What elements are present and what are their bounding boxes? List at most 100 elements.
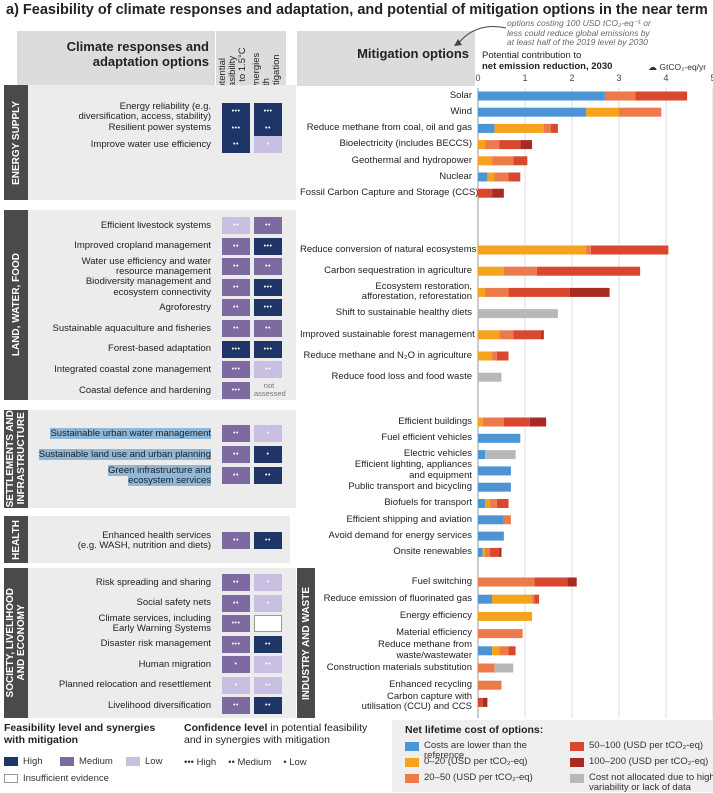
bar-segment-c20_50 <box>485 140 500 150</box>
bar-segment-c50_100 <box>534 577 568 587</box>
conf-medium: •• Medium <box>228 757 271 768</box>
synergy-cell: •• <box>254 361 282 379</box>
adaptation-label-text: diversification, access, stability) <box>78 111 211 122</box>
bar-segment-c0_20 <box>482 547 486 557</box>
adaptation-label-line: Disaster risk management <box>28 639 211 650</box>
feasibility-cell: •• <box>222 425 250 442</box>
adaptation-label-line: Enhanced health services <box>28 530 211 542</box>
cost-swatch-na <box>570 774 584 783</box>
mitigation-option-label: Reduce emission of fluorinated gas <box>300 593 472 605</box>
mitigation-option-label: Efficient lighting, appliances and equipm… <box>300 460 472 481</box>
adaptation-label-line: Social safety nets <box>28 598 211 609</box>
adaptation-label: Energy reliability (e.g. diversification,… <box>28 101 211 123</box>
adaptation-label-line: ecosystem services <box>28 475 211 487</box>
feasibility-cell: •• <box>222 320 250 337</box>
mitigation-option-label: Energy efficiency <box>300 611 472 622</box>
annotation-line1: options costing 100 USD tCO₂-eq⁻¹ or <box>507 18 651 28</box>
synergy-cell: •• <box>254 119 282 137</box>
cost-label-line: 20–50 (USD per tCO₂-eq) <box>424 772 533 783</box>
cost-label-line: 0–20 (USD per tCO₂-eq) <box>424 756 528 767</box>
adaptation-label: Forest-based adaptation <box>28 344 211 355</box>
adaptation-label-text: Social safety nets <box>136 597 211 609</box>
insufficient-swatch <box>4 774 18 783</box>
confidence-title-rest: in potential feasibility <box>267 722 368 734</box>
feasibility-cell: •• <box>222 697 250 714</box>
synergy-cell: • <box>254 574 282 591</box>
adaptation-label: Enhanced health services (e.g. WASH, nutr… <box>28 530 211 552</box>
bar-segment-na <box>494 663 514 673</box>
mitigation-label-line: Reduce methane from coal, oil and gas <box>306 122 472 134</box>
adaptation-label-text: Risk spreading and sharing <box>95 576 211 588</box>
mitigation-label-line: Solar <box>449 89 472 101</box>
bar-segment-c0_20 <box>487 172 495 182</box>
bar-segment-lower <box>478 531 504 541</box>
adaptation-label-text: Efficient livestock systems <box>100 219 211 231</box>
adaptation-label-text: resource management <box>115 266 211 278</box>
bar-segment-c100_200 <box>529 417 547 427</box>
cost-swatch-c20_50 <box>405 774 419 783</box>
mitigation-header <box>297 31 475 86</box>
bar-segment-c100_200 <box>492 188 504 198</box>
adaptation-label-text: Green infrastructure and <box>108 464 211 476</box>
adaptation-label-text: ecosystem connectivity <box>113 286 211 298</box>
mitigation-label-line: Fossil Carbon Capture and Storage (CCS) <box>300 186 479 198</box>
adaptation-label: Sustainable urban water management <box>28 427 211 440</box>
cost-label-c0_20: 0–20 (USD per tCO₂-eq) <box>424 757 527 767</box>
bar-segment-c0_20 <box>478 245 587 255</box>
adaptation-label-line: Improved cropland management <box>28 241 211 252</box>
adaptation-label: Agroforestry <box>28 302 211 314</box>
cloud-icon: ☁ <box>648 62 657 72</box>
adaptation-label-text: Livelihood diversification <box>108 699 211 711</box>
bar-segment-lower <box>478 594 493 604</box>
bar-segment-c0_20 <box>492 646 500 656</box>
mitigation-label-line: Construction materials substitution <box>326 661 472 673</box>
feasibility-cell: •• <box>222 574 250 591</box>
feasibility-cell: • <box>222 656 250 673</box>
mitigation-option-label: Efficient shipping and aviation <box>300 514 472 526</box>
adaptation-label: Human migration <box>28 659 211 671</box>
adaptation-label-line: Coastal defence and hardening <box>28 385 211 397</box>
adaptation-label-text: Planned relocation and resettlement <box>58 679 211 691</box>
feasibility-cell: ••• <box>222 635 250 653</box>
bar-segment-c20_50 <box>503 515 511 525</box>
mitigation-option-label: Carbon capture with utilisation (CCU) and… <box>300 691 472 713</box>
bar-segment-c0_20 <box>478 330 500 340</box>
confidence-legend-title-l2: and in synergies with mitigation <box>184 734 330 746</box>
section-label-society-livelihood-and-economy: SOCIETY, LIVELIHOOD AND ECONOMY <box>4 568 28 718</box>
adaptation-label-line: Climate services, including <box>28 613 211 625</box>
mitigation-header-text: Mitigation options <box>357 46 469 61</box>
adaptation-label: Green infrastructure and ecosystem servic… <box>28 464 211 487</box>
mitigation-option-label: Efficient buildings <box>300 416 472 428</box>
bar-segment-c50_100 <box>508 646 516 656</box>
medium-swatch <box>60 757 74 766</box>
adaptation-label-line: Early Warning Systems <box>28 623 211 635</box>
section-label-energy-supply: ENERGY SUPPLY <box>4 85 28 200</box>
mitigation-option-label: Wind <box>300 106 472 118</box>
adaptation-label: Biodiversity management and ecosystem con… <box>28 277 211 298</box>
bar-segment-c20_50 <box>478 663 495 673</box>
adaptation-label-text: Water use efficiency and water <box>81 255 211 267</box>
mitigation-label-line: Reduce methane from <box>378 639 472 651</box>
adaptation-label-line: (e.g. WASH, nutrition and diets) <box>28 540 211 552</box>
mitigation-option-label: Fuel switching <box>300 576 472 588</box>
synergy-cell: •• <box>254 217 282 234</box>
mitigation-label-line: Reduce food loss and food waste <box>331 370 472 382</box>
bar-segment-lower <box>478 482 511 492</box>
synergy-cell: ••• <box>254 340 282 358</box>
bar-segment-c50_100 <box>503 417 530 427</box>
feasibility-cell: •• <box>222 594 250 612</box>
feasibility-cell: ••• <box>222 615 250 632</box>
mitigation-option-label: Construction materials substitution <box>300 661 472 674</box>
axis-title-line2: net emission reduction, 2030 <box>482 61 613 72</box>
bar-segment-c0_20 <box>478 351 493 361</box>
adaptation-label-line: Resilient power systems <box>28 123 211 134</box>
confidence-legend-title: Confidence level in potential feasibilit… <box>184 722 367 746</box>
synergy-cell <box>254 615 282 632</box>
bar-segment-c20_50 <box>489 499 497 508</box>
confidence-legend-title-l1: Confidence level in potential feasibilit… <box>184 722 367 734</box>
not-assessed-note: not assessed <box>254 381 286 398</box>
mitigation-option-label: Geothermal and hydropower <box>300 155 472 167</box>
adaptation-label-line: Green infrastructure and <box>28 464 211 477</box>
adaptation-label-text: Sustainable aquaculture and fisheries <box>52 322 211 334</box>
synergy-cell: •• <box>254 676 282 694</box>
